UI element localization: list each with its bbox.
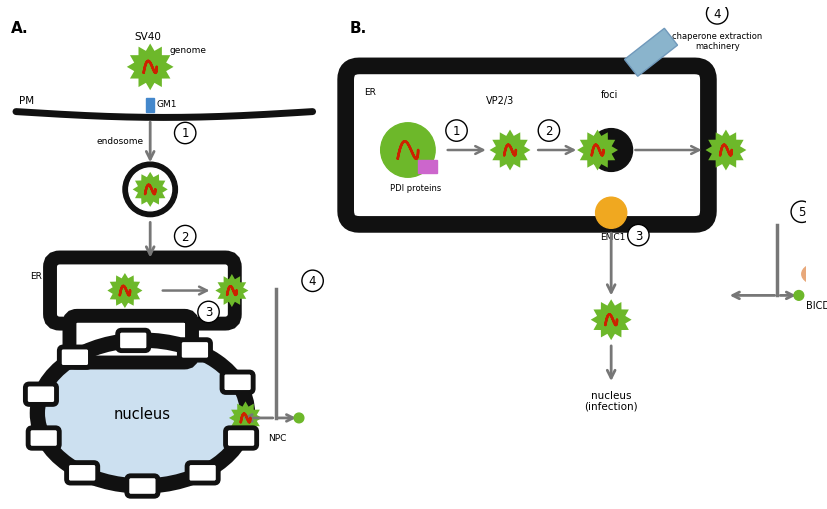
Text: EMC1: EMC1 xyxy=(600,233,626,242)
Circle shape xyxy=(538,121,560,142)
Text: 3: 3 xyxy=(205,306,213,319)
Polygon shape xyxy=(577,130,618,171)
Polygon shape xyxy=(590,300,632,341)
Text: PM: PM xyxy=(19,96,34,105)
Circle shape xyxy=(174,226,196,247)
Text: 3: 3 xyxy=(634,229,642,242)
Circle shape xyxy=(380,124,435,178)
Circle shape xyxy=(129,168,171,211)
FancyBboxPatch shape xyxy=(26,384,56,405)
Text: VP2/3: VP2/3 xyxy=(486,96,514,106)
Circle shape xyxy=(628,225,649,246)
Polygon shape xyxy=(215,274,248,307)
Text: NPC: NPC xyxy=(268,434,286,443)
Ellipse shape xyxy=(802,264,827,285)
Polygon shape xyxy=(705,130,746,171)
Bar xyxy=(146,99,154,112)
Circle shape xyxy=(706,4,728,25)
Text: endosome: endosome xyxy=(97,137,144,146)
Circle shape xyxy=(791,202,812,223)
Text: GM1: GM1 xyxy=(156,100,176,109)
FancyBboxPatch shape xyxy=(60,347,90,367)
Text: genome: genome xyxy=(170,46,207,55)
Text: B.: B. xyxy=(350,21,367,36)
Text: 4: 4 xyxy=(308,275,317,288)
Text: ER: ER xyxy=(31,272,42,280)
Circle shape xyxy=(174,123,196,145)
Circle shape xyxy=(446,121,467,142)
FancyBboxPatch shape xyxy=(28,428,60,448)
FancyBboxPatch shape xyxy=(69,316,192,363)
Text: A.: A. xyxy=(11,21,29,36)
Text: (infection): (infection) xyxy=(585,401,638,411)
Text: PDI proteins: PDI proteins xyxy=(390,184,442,193)
Polygon shape xyxy=(490,130,530,171)
Circle shape xyxy=(294,413,304,423)
FancyBboxPatch shape xyxy=(127,476,158,496)
Polygon shape xyxy=(624,29,677,77)
Ellipse shape xyxy=(37,341,247,486)
FancyBboxPatch shape xyxy=(179,340,211,360)
Text: SV40: SV40 xyxy=(135,32,161,42)
FancyBboxPatch shape xyxy=(187,463,218,483)
Polygon shape xyxy=(108,273,142,308)
Text: foci: foci xyxy=(600,90,618,100)
Text: 1: 1 xyxy=(181,127,189,140)
Text: ER: ER xyxy=(364,88,376,97)
Text: 5: 5 xyxy=(798,206,805,219)
Circle shape xyxy=(590,129,633,172)
FancyBboxPatch shape xyxy=(222,372,253,392)
FancyBboxPatch shape xyxy=(346,67,709,225)
Text: nucleus: nucleus xyxy=(114,406,171,421)
Text: 4: 4 xyxy=(714,8,721,21)
Circle shape xyxy=(198,302,219,323)
FancyBboxPatch shape xyxy=(117,330,149,351)
Circle shape xyxy=(123,163,178,217)
FancyBboxPatch shape xyxy=(226,428,256,448)
Bar xyxy=(418,160,437,174)
FancyBboxPatch shape xyxy=(67,463,98,483)
Text: BICD: BICD xyxy=(806,301,827,310)
Text: nucleus: nucleus xyxy=(591,390,631,400)
Text: 1: 1 xyxy=(452,125,461,138)
Circle shape xyxy=(302,271,323,292)
Circle shape xyxy=(794,291,804,301)
Text: 2: 2 xyxy=(545,125,552,138)
Polygon shape xyxy=(127,44,174,91)
Text: chaperone extraction
machinery: chaperone extraction machinery xyxy=(672,32,762,51)
Polygon shape xyxy=(132,173,168,208)
FancyBboxPatch shape xyxy=(50,258,235,324)
Polygon shape xyxy=(229,402,262,435)
Circle shape xyxy=(595,198,627,229)
Text: 2: 2 xyxy=(181,230,189,243)
